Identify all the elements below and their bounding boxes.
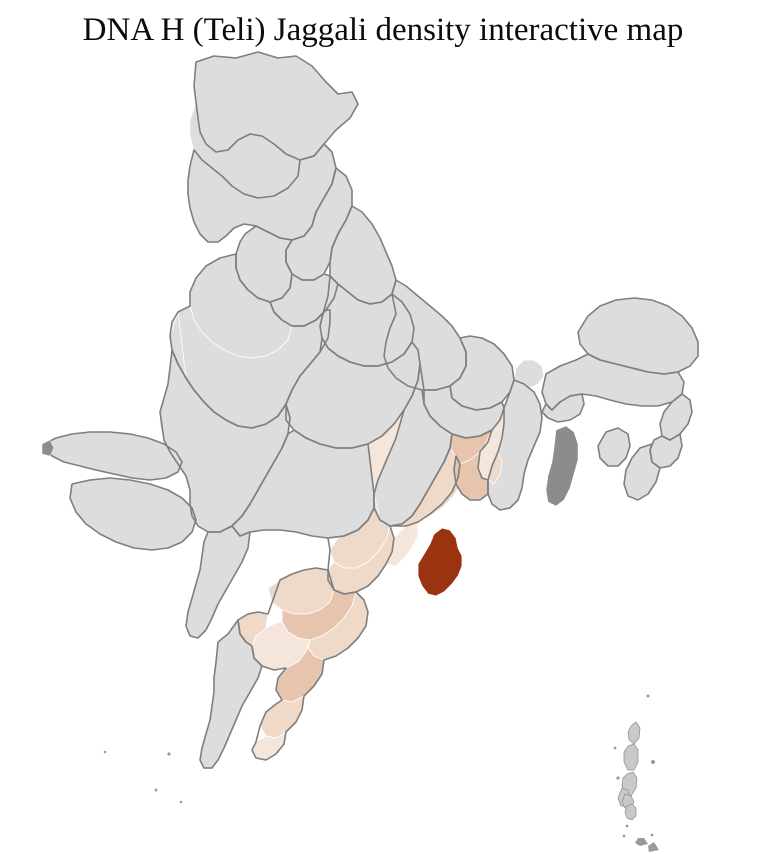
island-lakshadweep-4 [103, 750, 107, 754]
island-speck-2 [651, 760, 655, 764]
island-north-andaman[interactable] [627, 721, 641, 745]
state-boundaries [43, 51, 699, 769]
island-speck-1 [646, 694, 650, 698]
island-speck-6 [635, 838, 648, 846]
island-lakshadweep-1 [167, 752, 171, 756]
region-no-data-strip [545, 425, 579, 507]
island-lakshadweep-3 [179, 800, 183, 804]
region-south[interactable] [186, 408, 504, 768]
india-choropleth-map[interactable] [0, 48, 766, 854]
island-speck-9 [613, 746, 617, 750]
district-sikkim[interactable] [514, 360, 544, 388]
island-group-andaman-nicobar[interactable] [103, 694, 659, 853]
island-nicobar-mid[interactable] [624, 803, 637, 821]
district-ladakh[interactable] [194, 52, 358, 160]
island-lakshadweep-2 [154, 788, 158, 792]
district-peak-density[interactable] [418, 528, 462, 596]
island-speck-7 [648, 842, 659, 852]
no-data-patches [41, 439, 55, 457]
page-title: DNA H (Teli) Jaggali density interactive… [82, 12, 684, 48]
no-data-diu [41, 439, 55, 457]
island-speck-4 [625, 824, 629, 828]
island-middle-andaman[interactable] [623, 743, 639, 771]
island-speck-5 [622, 834, 626, 838]
island-speck-3 [616, 776, 620, 780]
map-canvas[interactable] [0, 48, 766, 854]
region-west[interactable] [44, 254, 330, 550]
island-speck-8 [650, 833, 654, 837]
